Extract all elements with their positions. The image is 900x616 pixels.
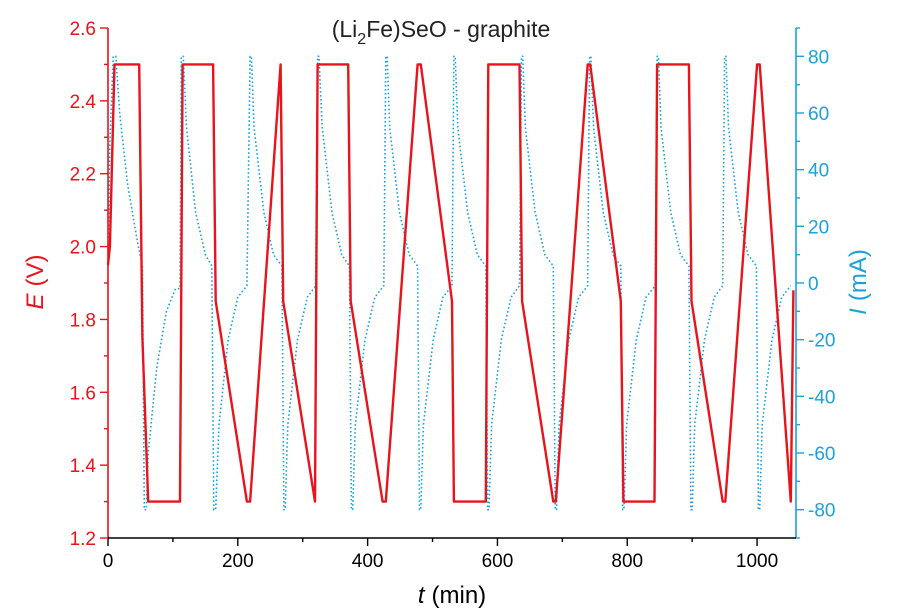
y-left-axis-symbol: E (22, 293, 49, 310)
current-line (107, 55, 792, 511)
y-right-tick-label: -60 (808, 444, 835, 465)
y-left-tick-label: 1.2 (70, 529, 96, 550)
y-right-tick-label: 60 (808, 104, 829, 125)
y-right-axis-symbol: I (845, 308, 872, 315)
x-tick-label: 0 (103, 551, 114, 572)
y-right-axis-title: I (mA) (845, 249, 872, 315)
x-tick-label: 1000 (736, 551, 778, 572)
x-tick-label: 400 (352, 551, 384, 572)
voltage-line (106, 63, 795, 503)
y-left-tick-label: 1.6 (70, 383, 96, 404)
x-axis-unit: (min) (432, 582, 487, 609)
y-right-tick-label: -80 (808, 501, 835, 522)
series-layer (106, 55, 795, 511)
chart-title-subscript: 2 (357, 31, 366, 48)
y-right-tick-label: -40 (808, 387, 835, 408)
y-right-tick-label: 40 (808, 161, 829, 182)
y-left-tick-label: 1.8 (70, 310, 96, 331)
y-left-tick-label: 2.0 (70, 238, 96, 259)
y-right-tick-label: 20 (808, 217, 829, 238)
y-right-tick-label: 80 (808, 47, 829, 68)
y-left-tick-label: 2.2 (70, 165, 96, 186)
x-axis-symbol: t (418, 582, 426, 609)
x-axis-title: t (min) (418, 582, 486, 609)
y-left-tick-label: 1.4 (70, 456, 97, 477)
y-left-tick-label: 2.4 (70, 92, 97, 113)
axes-layer (107, 28, 797, 539)
ticks-layer: 0 200 400 600 800 10001.21.41.61.82.02.22.42.… (70, 19, 836, 572)
y-right-tick-label: -20 (808, 331, 835, 352)
y-left-tick-label: 2.6 (70, 19, 96, 40)
chart-title: (Li2Fe)SeO - graphite (332, 16, 551, 48)
y-right-tick-label: 0 (808, 274, 819, 295)
x-tick-label: 200 (222, 551, 254, 572)
y-left-axis-unit: (V) (22, 254, 49, 286)
x-tick-label: 600 (482, 551, 514, 572)
chart-title-suffix: Fe)SeO - graphite (366, 16, 550, 42)
x-tick-label: 800 (611, 551, 643, 572)
chart-title-prefix: (Li (332, 16, 358, 42)
y-left-axis-title: E (V) (22, 254, 49, 309)
y-right-axis-unit: (mA) (845, 249, 872, 301)
